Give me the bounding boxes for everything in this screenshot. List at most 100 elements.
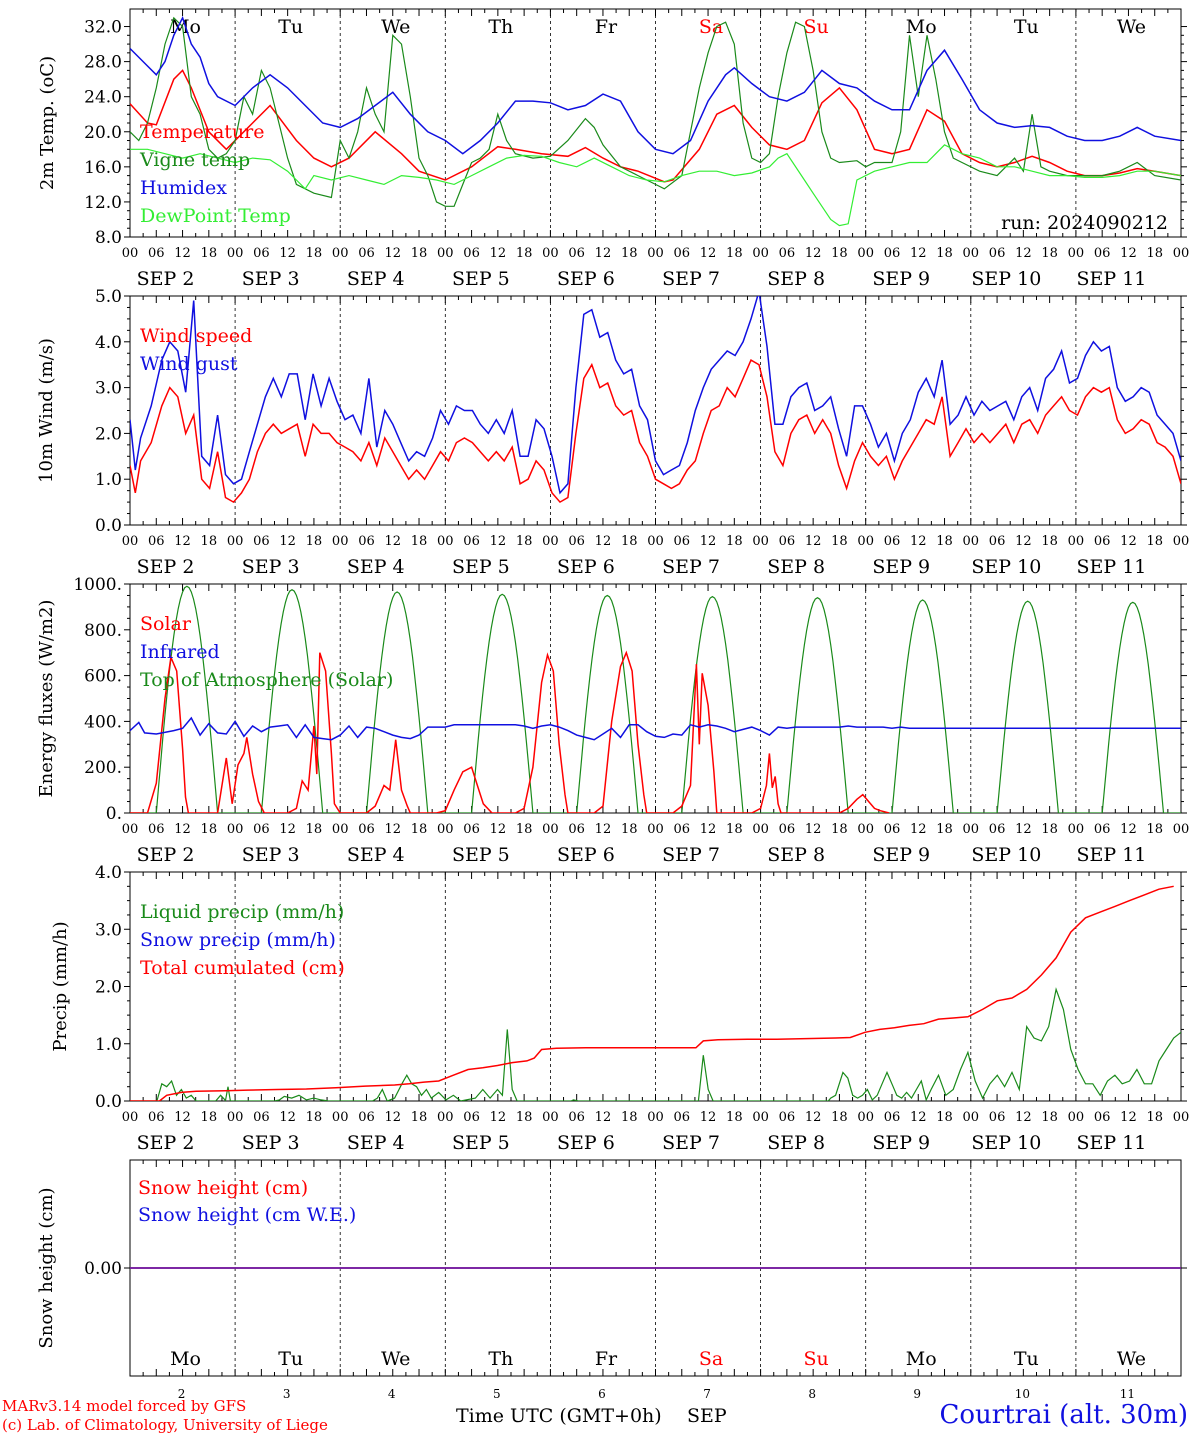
hour-tick-label: 18 [516, 534, 533, 549]
hour-tick-label: 06 [463, 1110, 480, 1125]
date-label: SEP 6 [557, 1132, 615, 1154]
weekday-label: We [1117, 1348, 1146, 1370]
series-group [130, 585, 1181, 813]
weekday-label: Mo [170, 1348, 201, 1370]
hour-tick-label: 18 [726, 246, 743, 261]
legend-entry: Humidex [140, 177, 227, 199]
hour-tick-label: 12 [384, 822, 401, 837]
hour-tick-label: 06 [358, 1110, 375, 1125]
weekday-label: We [381, 16, 410, 38]
hour-tick-label: 12 [1120, 246, 1137, 261]
hour-tick-label: 18 [306, 822, 323, 837]
series-group [130, 296, 1181, 504]
hour-tick-label: 18 [726, 822, 743, 837]
date-label: SEP 2 [137, 268, 195, 290]
y-axis-label: 10m Wind (m/s) [36, 338, 57, 483]
hour-tick-label: 12 [490, 534, 507, 549]
hour-tick-label: 00 [752, 534, 769, 549]
hour-tick-label: 06 [253, 534, 270, 549]
hour-tick-label: 06 [148, 822, 165, 837]
day-number-label: 4 [388, 1387, 396, 1401]
date-label: SEP 11 [1077, 1132, 1147, 1154]
date-label: SEP 9 [872, 844, 930, 866]
hour-tick-label: 06 [884, 246, 901, 261]
date-label: SEP 11 [1077, 844, 1147, 866]
hour-tick-label: 18 [201, 1110, 218, 1125]
hour-tick-label: 12 [1015, 534, 1032, 549]
hour-tick-label: 12 [1015, 822, 1032, 837]
hour-tick-label: 18 [201, 822, 218, 837]
run-annotation: run: 2024090212 [1001, 212, 1168, 234]
hour-tick-label: 00 [542, 246, 559, 261]
legend-entry: Vigne temp [139, 149, 250, 171]
hour-tick-label: 18 [936, 534, 953, 549]
hour-tick-label: 00 [542, 1110, 559, 1125]
date-label: SEP 7 [662, 1132, 720, 1154]
date-label: SEP 3 [242, 844, 300, 866]
hour-tick-label: 12 [595, 534, 612, 549]
hour-tick-label: 06 [253, 246, 270, 261]
hour-tick-label: 00 [437, 246, 454, 261]
legend-entry: Snow precip (mm/h) [140, 929, 336, 951]
hour-tick-label: 00 [437, 822, 454, 837]
weekday-label: Tu [1014, 16, 1039, 38]
y-tick-label: 4.0 [95, 333, 122, 353]
weekday-label: Tu [278, 16, 303, 38]
date-label: SEP 8 [767, 1132, 825, 1154]
hour-tick-label: 18 [1041, 822, 1058, 837]
hour-tick-label: 18 [1146, 534, 1163, 549]
date-label: SEP 4 [347, 1132, 405, 1154]
hour-tick-label: 06 [779, 534, 796, 549]
date-label: SEP 10 [971, 1132, 1041, 1154]
hour-tick-label: 00 [963, 246, 980, 261]
hour-tick-label: 12 [805, 1110, 822, 1125]
hour-tick-label: 12 [910, 246, 927, 261]
hour-tick-label: 06 [674, 822, 691, 837]
y-tick-label: 1.0 [95, 1035, 122, 1055]
date-label: SEP 5 [452, 1132, 510, 1154]
hour-tick-label: 12 [700, 246, 717, 261]
hour-tick-label: 06 [1094, 534, 1111, 549]
hour-tick-label: 12 [279, 1110, 296, 1125]
hour-tick-label: 18 [306, 1110, 323, 1125]
hour-tick-label: 00 [857, 534, 874, 549]
y-tick-label: 1000. [73, 575, 122, 595]
hour-tick-label: 00 [332, 246, 349, 261]
day-number-label: 5 [493, 1387, 501, 1401]
hour-tick-label: 18 [621, 534, 638, 549]
date-label: SEP 5 [452, 844, 510, 866]
weekday-label: Sa [699, 16, 723, 38]
hour-tick-label: 00 [857, 1110, 874, 1125]
date-label: SEP 9 [872, 556, 930, 578]
date-label: SEP 4 [347, 844, 405, 866]
date-label: SEP 10 [971, 268, 1041, 290]
y-tick-label: 2.0 [95, 978, 122, 998]
hour-tick-label: 00 [963, 822, 980, 837]
y-tick-label: 5.0 [95, 287, 122, 307]
hour-tick-label: 00 [227, 246, 244, 261]
series-vigne-temp [130, 16, 1181, 207]
y-tick-label: 0.0 [95, 516, 122, 536]
panel-3: 0. 200. 400. 600. 800. 1000. Energy fluxes (W/… [36, 575, 1189, 866]
hour-tick-label: 12 [910, 1110, 927, 1125]
hour-tick-label: 00 [647, 534, 664, 549]
date-label: SEP 5 [452, 268, 510, 290]
day-number-label: 9 [913, 1387, 921, 1401]
hour-tick-label: 00 [1068, 822, 1085, 837]
date-label: SEP 2 [137, 1132, 195, 1154]
hour-tick-label: 00 [647, 1110, 664, 1125]
hour-tick-label: 12 [490, 246, 507, 261]
panel-2: 0.0 1.0 2.0 3.0 4.0 5.0 10m Wind (m/s) 00 06 12 18… [36, 287, 1189, 578]
series-liquid-precip-mm-h [130, 987, 1181, 1101]
hour-tick-label: 18 [516, 1110, 533, 1125]
y-tick-label: 3.0 [95, 379, 122, 399]
weekday-label: Th [488, 1348, 513, 1370]
hour-tick-label: 00 [963, 1110, 980, 1125]
hour-tick-label: 00 [332, 534, 349, 549]
hour-tick-label: 18 [516, 822, 533, 837]
hour-tick-label: 12 [1120, 1110, 1137, 1125]
hour-tick-label: 00 [332, 822, 349, 837]
hour-tick-label: 12 [595, 822, 612, 837]
day-number-label: 8 [808, 1387, 816, 1401]
